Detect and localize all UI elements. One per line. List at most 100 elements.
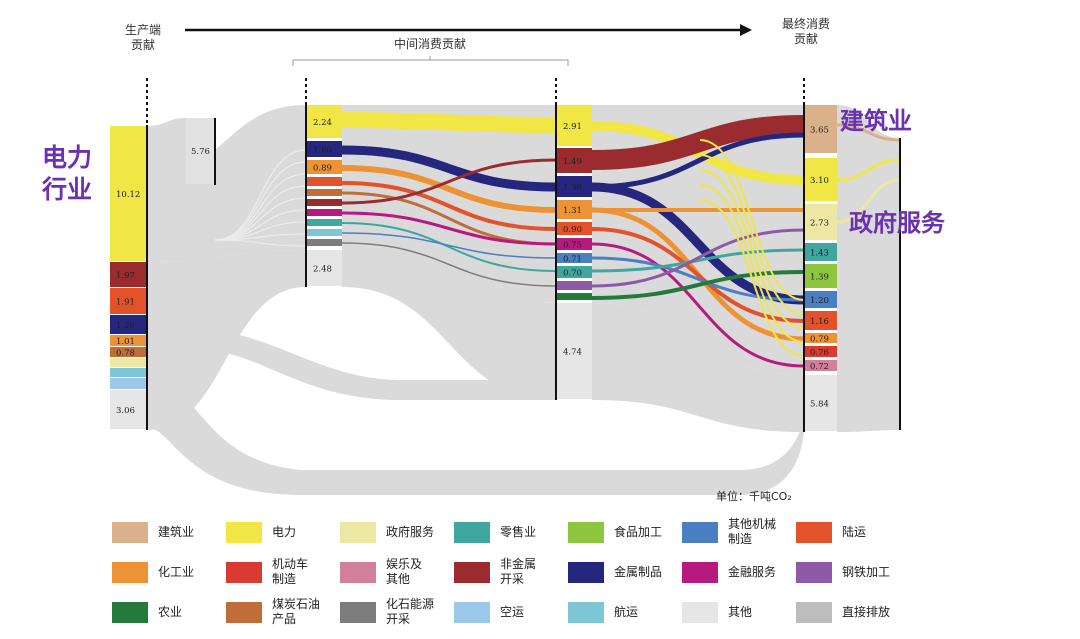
callout-power: 电力 行业	[42, 143, 93, 204]
legend-label: 食品加工	[614, 524, 663, 539]
node-intermediate1-6	[306, 209, 342, 216]
flow-chem-1	[341, 165, 557, 213]
node-label-final-10: 5.84	[810, 400, 829, 410]
node-producer-8	[110, 378, 147, 389]
producer-heading: 生产端贡献	[125, 23, 161, 52]
node-label-intermediate2-1: 1.49	[563, 157, 582, 167]
flow-power-spill-0	[699, 139, 805, 301]
node-label-final-8: 0.76	[810, 348, 829, 358]
legend-swatch	[454, 562, 490, 583]
node-intermediate1-2	[306, 160, 342, 174]
fan-line-3	[214, 185, 307, 241]
flow-steel-2	[591, 228, 805, 288]
node-label-final-1: 3.10	[810, 176, 829, 186]
gray-flow-lower	[200, 330, 556, 400]
flow-mach-2	[591, 256, 805, 302]
legend-label: 空运	[500, 604, 525, 619]
node-label-producer-1: 1.97	[116, 271, 135, 281]
node-producer-2	[110, 288, 147, 314]
node-label-final-3: 1.43	[810, 249, 829, 259]
flow-fin-1	[341, 211, 557, 246]
legend-label: 电力	[272, 524, 297, 539]
node-producer-4	[110, 335, 147, 346]
intermediate-bracket	[292, 59, 569, 66]
node-final-9	[804, 360, 837, 371]
flow-retail-2	[591, 248, 805, 273]
node-intermediate2-10	[556, 303, 592, 399]
node-label-final-7: 0.79	[810, 335, 829, 345]
flow-land-1	[341, 181, 557, 231]
node-label-intermediate1-0: 2.24	[313, 118, 332, 128]
node-intermediate1-0	[306, 105, 342, 138]
legend-swatch	[568, 522, 604, 543]
node-producer-3	[110, 315, 147, 334]
node-label-final-9: 0.72	[810, 362, 829, 372]
flow-agri-2	[591, 270, 805, 300]
flow-gov-right	[836, 178, 901, 224]
node-intermediate2-0	[556, 105, 592, 146]
node-label-final-6: 1.16	[810, 317, 829, 327]
node-producer-5	[110, 347, 147, 357]
node-intermediate1-7	[306, 219, 342, 226]
legend-label: 化石能源 开采	[386, 597, 435, 626]
column-guides	[146, 78, 805, 125]
unit-label: 单位：千吨CO₂	[716, 489, 792, 503]
fan-line-2	[214, 173, 307, 241]
flow-power-1	[341, 112, 557, 133]
flow-power-spill-2	[699, 169, 805, 329]
node-producer-9	[110, 390, 147, 429]
node-label-intermediate2-3: 1.31	[563, 206, 582, 216]
node-intermediate1-1	[306, 141, 342, 157]
legend-label: 建筑业	[158, 524, 195, 539]
node-labels: 10.12 1.97 1.91 1.26 1.01 0.78 3.06 2.24 1.60 0.8…	[116, 118, 829, 416]
node-final-6	[804, 311, 837, 330]
node-label-producer-3: 1.26	[116, 321, 135, 331]
arrow-head-icon	[740, 24, 752, 36]
node-final-0	[804, 105, 837, 153]
node-final-3	[804, 243, 837, 261]
legend-swatch	[796, 562, 832, 583]
node-label-final-5: 1.20	[810, 296, 829, 306]
node-label-intermediate1-1: 1.60	[313, 146, 332, 156]
final-heading: 最终消费贡献	[782, 16, 830, 46]
callout-government: 政府服务	[849, 209, 945, 237]
node-label-intermediate1-2: 0.89	[313, 164, 332, 174]
legend-label: 非金属 开采	[500, 557, 537, 586]
node-label-intermediate2-10: 4.74	[563, 348, 582, 358]
node-label-direct: 5.76	[191, 147, 210, 157]
node-intermediate1-3	[306, 177, 342, 186]
flow-metal-2b	[591, 132, 805, 190]
legend-swatch	[226, 522, 262, 543]
flow-retail-1	[341, 222, 557, 272]
node-intermediate2-1	[556, 148, 592, 173]
node-label-final-2: 2.73	[810, 219, 829, 229]
flow-fin-2	[591, 242, 805, 368]
gray-flow-direct	[147, 118, 186, 184]
legend-swatch	[568, 562, 604, 583]
node-label-intermediate1-10: 2.48	[313, 265, 332, 275]
intermediate-heading: 中间消费贡献	[394, 36, 466, 51]
node-label-intermediate2-0: 2.91	[563, 122, 582, 132]
legend-swatch	[796, 522, 832, 543]
node-intermediate2-3	[556, 200, 592, 219]
legend-swatch	[454, 522, 490, 543]
flow-land-2	[591, 227, 805, 323]
legend-swatch	[340, 562, 376, 583]
legend-label: 金融服务	[728, 564, 777, 579]
node-label-producer-2: 1.91	[116, 298, 135, 308]
callout-construction: 建筑业	[840, 107, 912, 135]
node-intermediate2-8	[556, 281, 592, 290]
legend-swatch	[682, 602, 718, 623]
node-label-producer-9: 3.06	[116, 406, 135, 416]
node-label-producer-4: 1.01	[116, 337, 135, 347]
node-intermediate1-5	[306, 199, 342, 206]
node-label-producer-0: 10.12	[116, 190, 140, 200]
node-intermediate2-7	[556, 266, 592, 278]
node-intermediate1-4	[306, 189, 342, 196]
node-intermediate2-9	[556, 293, 592, 300]
node-bars	[110, 105, 837, 431]
node-label-producer-5: 0.78	[116, 349, 135, 359]
legend: 建筑业 电力 政府服务 零售业 食品加工 其他机械 制造 陆运 化工业 机动车 制造 娱乐及 其他…	[112, 516, 912, 628]
node-producer-7	[110, 368, 147, 377]
